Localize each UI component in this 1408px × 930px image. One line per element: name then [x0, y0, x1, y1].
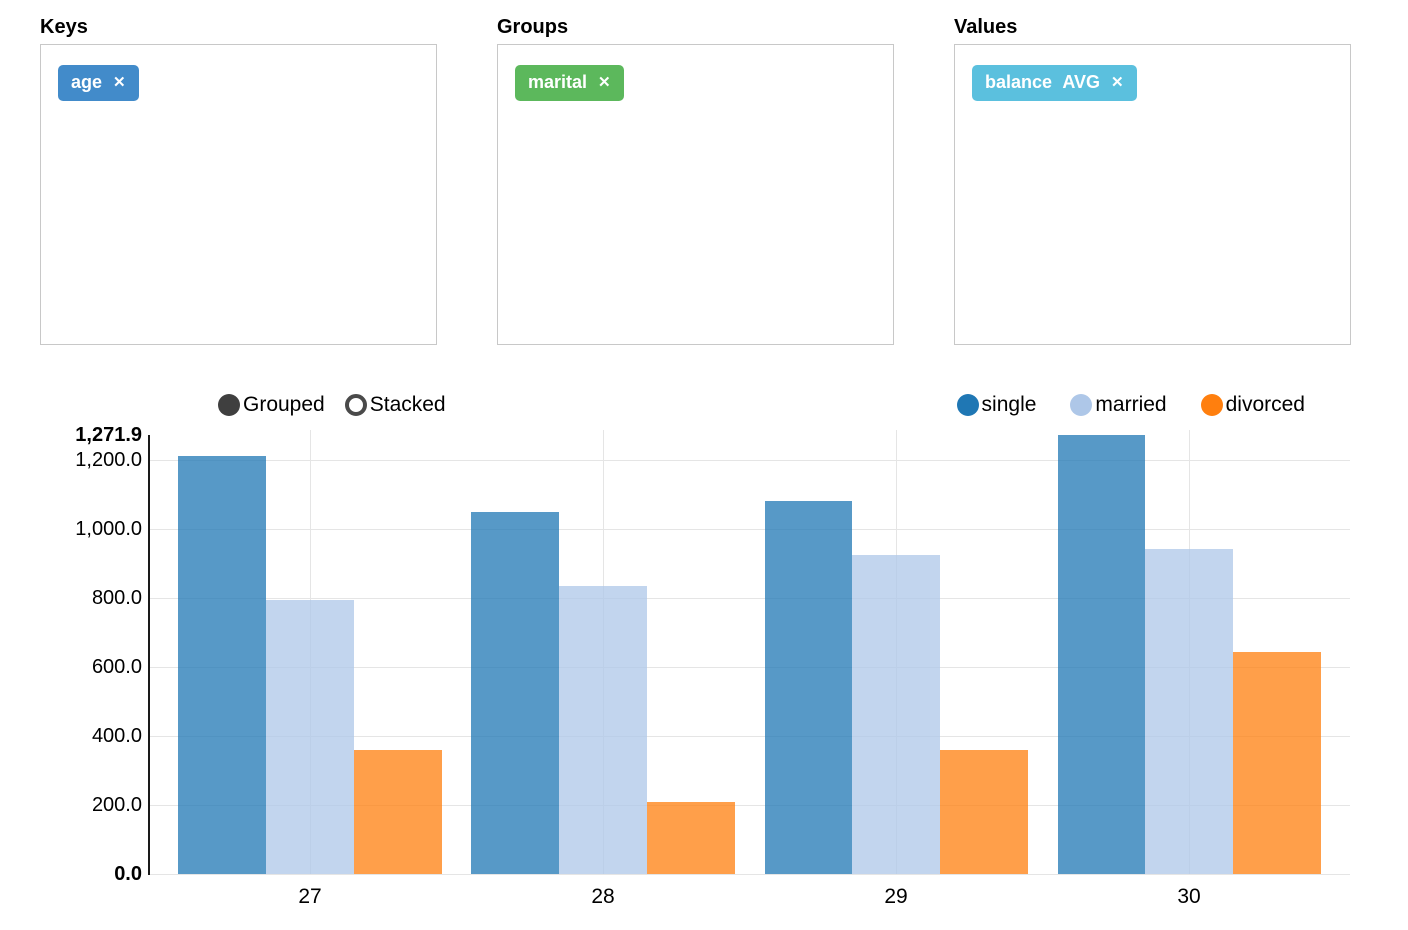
- y-tick-label: 400.0: [91, 724, 142, 747]
- y-tick-label: 0.0: [114, 863, 142, 885]
- bar-divorced-30[interactable]: [1232, 652, 1321, 874]
- bar-divorced-29[interactable]: [939, 750, 1028, 874]
- keys-panel: Keys age ✕: [40, 16, 437, 345]
- gridline-h: [150, 805, 1350, 806]
- tag-age[interactable]: age ✕: [58, 65, 139, 101]
- gridline-h: [150, 528, 1350, 530]
- tag-balance-avg[interactable]: balance AVG ✕: [972, 65, 1137, 101]
- legend-label: single: [981, 393, 1037, 416]
- values-dropzone[interactable]: balance AVG ✕: [954, 44, 1351, 345]
- x-axis-label: 30: [1177, 885, 1201, 908]
- radio-unselected-icon: [344, 394, 367, 416]
- gridline-h: [150, 666, 1350, 668]
- legend-label: married: [1095, 393, 1167, 416]
- keys-dropzone[interactable]: age ✕: [40, 44, 437, 345]
- bar-divorced-28[interactable]: [646, 802, 735, 874]
- gridline-h: [150, 874, 1350, 875]
- bar-married-28[interactable]: [559, 585, 647, 874]
- legend-swatch-icon: [956, 394, 979, 416]
- y-tick-label: 800.0: [91, 586, 142, 609]
- tag-label: balance AVG: [985, 72, 1101, 92]
- groups-panel-title: Groups: [497, 16, 569, 38]
- values-panel-title: Values: [954, 16, 1018, 38]
- x-axis-label: 28: [591, 885, 615, 908]
- bar-single-27[interactable]: [178, 456, 267, 874]
- keys-panel-title: Keys: [40, 16, 88, 38]
- chart-legend: single married divorced: [956, 393, 1305, 417]
- tag-label: age: [71, 72, 103, 92]
- mode-option-label: Grouped: [243, 393, 325, 416]
- remove-tag-icon[interactable]: ✕: [1111, 74, 1124, 91]
- bar-divorced-27[interactable]: [353, 750, 442, 874]
- remove-tag-icon[interactable]: ✕: [113, 74, 126, 91]
- bar-single-29[interactable]: [764, 501, 853, 874]
- mode-option-stacked[interactable]: Stacked: [344, 393, 446, 417]
- y-axis-line: [148, 435, 150, 875]
- tag-label: marital: [528, 72, 588, 92]
- groups-dropzone[interactable]: marital ✕: [497, 44, 894, 345]
- chart-controls-row: Grouped Stacked single married divorced: [0, 390, 1408, 420]
- tag-marital[interactable]: marital ✕: [515, 65, 624, 101]
- gridline-h: [150, 459, 1350, 461]
- remove-tag-icon[interactable]: ✕: [598, 74, 611, 91]
- legend-swatch-icon: [1200, 394, 1223, 416]
- y-tick-label: 600.0: [91, 655, 142, 678]
- field-panels: Keys age ✕ Groups marital ✕ Values balance…: [0, 0, 1408, 345]
- legend-label: divorced: [1225, 393, 1305, 416]
- bar-single-28[interactable]: [471, 511, 560, 874]
- y-tick-label: 200.0: [91, 794, 142, 816]
- bar-single-30[interactable]: [1057, 435, 1146, 874]
- values-panel: Values balance AVG ✕: [954, 16, 1351, 345]
- y-tick-label: 1,200.0: [75, 448, 142, 471]
- gridline-h: [150, 735, 1350, 737]
- radio-selected-icon: [218, 394, 240, 416]
- bar-married-29[interactable]: [852, 555, 940, 874]
- gridline-h: [150, 597, 1350, 599]
- x-axis-label: 29: [884, 885, 908, 908]
- legend-item-single[interactable]: single: [956, 393, 1037, 417]
- y-tick-label: 1,000.0: [75, 517, 142, 540]
- legend-swatch-icon: [1070, 394, 1093, 416]
- bar-married-30[interactable]: [1145, 548, 1233, 874]
- chart-mode-controls: Grouped Stacked: [218, 393, 446, 417]
- bar-chart-plot: 0.0 200.0 400.0 600.0 800.0 1,000.0 1,200.0 1,2…: [0, 424, 1408, 924]
- x-axis-label: 27: [298, 885, 322, 908]
- groups-panel: Groups marital ✕: [497, 16, 894, 345]
- legend-item-divorced[interactable]: divorced: [1200, 393, 1305, 417]
- mode-option-grouped[interactable]: Grouped: [218, 393, 325, 417]
- legend-item-married[interactable]: married: [1070, 393, 1167, 417]
- y-tick-label: 1,271.9: [75, 424, 142, 446]
- bar-married-27[interactable]: [266, 600, 354, 874]
- mode-option-label: Stacked: [369, 393, 446, 416]
